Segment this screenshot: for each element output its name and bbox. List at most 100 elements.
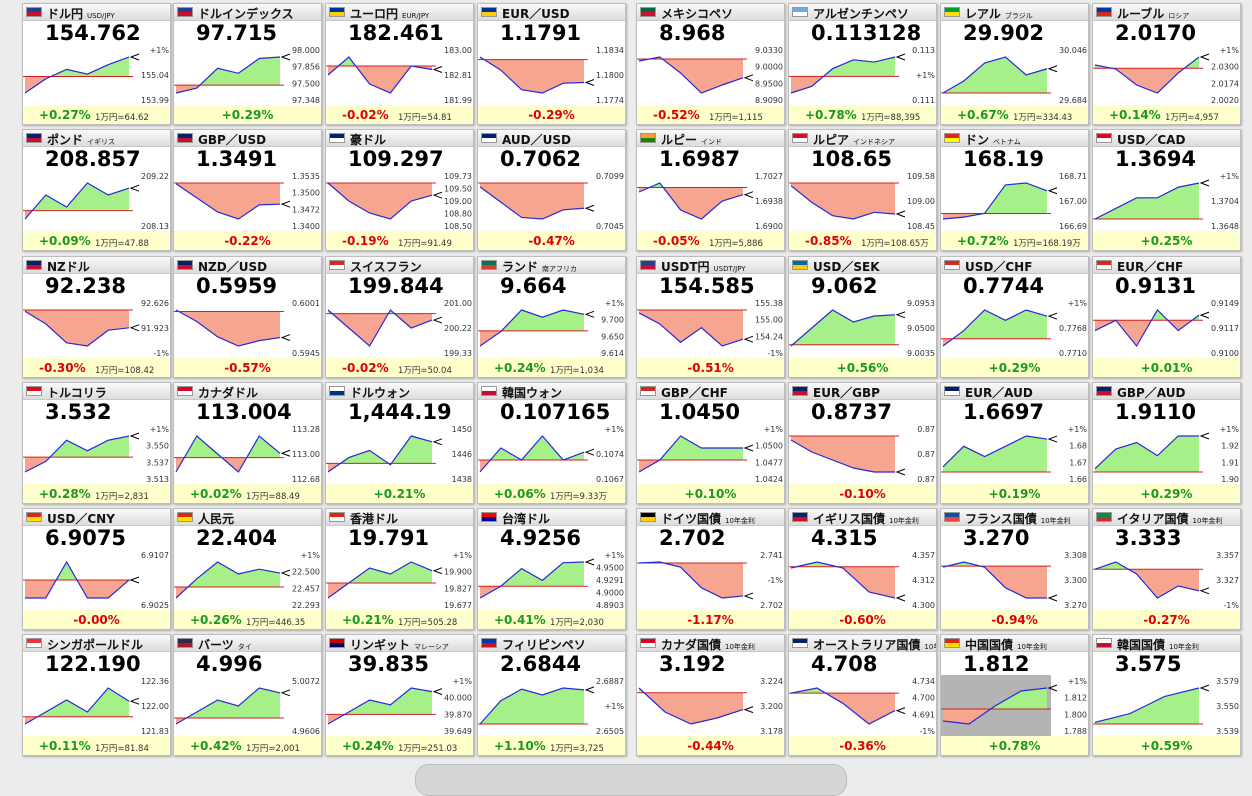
quote-tile[interactable]: フィリピンペソ 2.6844 2.6887 +1% 2.6505 +1.10% 1万円=3,… xyxy=(477,634,626,756)
last-marker xyxy=(584,448,595,456)
axis-label: 4.734 xyxy=(912,677,935,686)
price-line xyxy=(25,560,130,599)
change: -0.22% xyxy=(224,234,271,248)
quote-tile[interactable]: カナダドル 113.004 113.28 113.00 112.68 +0.02% 1万円=… xyxy=(173,382,322,504)
quote-tile[interactable]: GBP／USD 1.3491 1.3535 1.3500 1.3472 1.3400 -0.… xyxy=(173,129,322,251)
quote-tile[interactable]: ユーロ円 EUR/JPY 182.461 183.00 182.81 181.99 -0.0… xyxy=(325,3,474,125)
axis-label: 1.800 xyxy=(1064,710,1087,719)
sparkline: +1% 40.000 39.870 39.649 xyxy=(326,677,472,736)
price-line xyxy=(942,561,1047,599)
footer xyxy=(789,484,936,503)
last-marker xyxy=(432,688,443,696)
quote-tile[interactable]: イギリス国債 10年金利 4.315 4.357 4.312 4.300 -0.60% xyxy=(788,508,937,630)
quote-tile[interactable]: メキシコペソ 8.968 9.0330 9.0000 8.9500 8.9090 -0.52… xyxy=(636,3,785,125)
quote-tile[interactable]: EUR／USD 1.1791 1.1834 1.1800 1.1774 -0.29% xyxy=(477,3,626,125)
quote-tile[interactable]: ドルウォン 1,444.19 1450 1446 1438 +0.21% xyxy=(325,382,474,504)
footer xyxy=(478,484,625,503)
quote-tile[interactable]: ポンド イギリス 208.857 209.22 208.13 +0.09% 1万円=47.8… xyxy=(22,129,171,251)
quote-tile[interactable]: トルコリラ 3.532 +1% 3.550 3.537 3.513 +0.28% 1万円=2,… xyxy=(22,382,171,504)
footer xyxy=(326,610,473,629)
quote-tile[interactable]: EUR／AUD 1.6697 +1% 1.68 1.67 1.66 +0.19% xyxy=(940,382,1089,504)
sparkline: 168.71 167.00 166.69 xyxy=(941,172,1087,231)
tile-header: スイスフラン xyxy=(326,257,473,274)
price-line xyxy=(24,182,130,220)
quote-tile[interactable]: フランス国債 10年金利 3.270 3.308 3.300 3.270 -0.94% xyxy=(940,508,1089,630)
footer xyxy=(478,358,625,377)
title-text: スイスフラン xyxy=(350,260,422,274)
quote-tile[interactable]: イタリア国債 10年金利 3.333 3.357 3.327 -1% -0.27% xyxy=(1092,508,1241,630)
last-marker xyxy=(1047,594,1058,602)
axis-label: 0.7099 xyxy=(596,172,624,181)
subtitle: 10年金利 xyxy=(725,517,755,525)
quote-tile[interactable]: シンガポールドル 122.190 122.36 122.00 121.83 +0.11% 1… xyxy=(22,634,171,756)
quote-tile[interactable]: 韓国国債 10年金利 3.575 3.579 3.550 3.539 +0.59% xyxy=(1092,634,1241,756)
axis-label: 4.691 xyxy=(912,710,935,719)
price-line xyxy=(1094,561,1200,599)
axis-label: 2.702 xyxy=(760,601,783,610)
quote-tile[interactable]: GBP／CHF 1.0450 +1% 1.0500 1.0477 1.0424 +0.10% xyxy=(636,382,785,504)
area-down xyxy=(639,59,743,93)
area-down xyxy=(328,714,432,724)
price-line xyxy=(638,435,743,473)
change: +0.21% xyxy=(342,613,394,627)
quote-tile[interactable]: 中国国債 10年金利 1.812 +1% 1.812 1.800 1.788 +0.78% xyxy=(940,634,1089,756)
price-line xyxy=(175,561,281,599)
quote-tile[interactable]: EUR／GBP 0.8737 0.87 0.87 0.87 -0.10% xyxy=(788,382,937,504)
quote-tile[interactable]: USD／CAD 1.3694 +1% 1.3704 1.3648 +0.25% xyxy=(1092,129,1241,251)
quote-tile[interactable]: ドン ベトナム 168.19 168.71 167.00 166.69 +0.72% 1万円=… xyxy=(940,129,1089,251)
quote-tile[interactable]: USDT円 USDT/JPY 154.585 155.38 155.00 154.24 -1… xyxy=(636,256,785,378)
quote-tile[interactable]: ドルインデックス 97.715 98.000 97.856 97.500 97.348 +0… xyxy=(173,3,322,125)
quote-tile[interactable]: スイスフラン 199.844 201.00 200.22 199.33 -0.02% 1万円… xyxy=(325,256,474,378)
quote-tile[interactable]: EUR／CHF 0.9131 0.9149 0.9117 0.9100 +0.01% xyxy=(1092,256,1241,378)
flag xyxy=(26,386,42,396)
quote-tile[interactable]: 台湾ドル 4.9256 +1% 4.9500 4.9291 4.9000 4.8903 +0.… xyxy=(477,508,626,630)
quote-tile[interactable]: 韓国ウォン 0.107165 +1% 0.1074 0.1067 +0.06% 1万円=9.… xyxy=(477,382,626,504)
axis-label: -1% xyxy=(1223,601,1239,610)
quote-tile[interactable]: オーストラリア国債10年金利4.7084.7344.7004.691-1%-0.… xyxy=(788,634,937,756)
sparkline: 9.0953 9.0500 9.0035 xyxy=(789,299,935,358)
quote-tile[interactable]: アルゼンチンペソ 0.113128 0.113 +1% 0.111 +0.78% 1万円=8… xyxy=(788,3,937,125)
price: 9.062 xyxy=(811,274,878,298)
quote-tile[interactable]: 人民元 22.404 +1% 22.500 22.457 22.293 +0.26% 1万円=… xyxy=(173,508,322,630)
axis-label: 0.9117 xyxy=(1211,324,1239,333)
change: +0.42% xyxy=(190,739,242,753)
quote-tile[interactable]: NZドル 92.238 92.626 91.923 -1% -0.30% 1万円=108.4… xyxy=(22,256,171,378)
tile-title: 人民元 xyxy=(198,510,234,527)
quote-tile[interactable]: ドル円 USD/JPY 154.762 +1% 155.04 153.99 +0.27% 1万… xyxy=(22,3,171,125)
tile-header: 香港ドル xyxy=(326,509,473,526)
quote-tile[interactable]: レアル ブラジル 29.902 30.046 29.684 +0.67% 1万円=334.4… xyxy=(940,3,1089,125)
quote-tile[interactable]: ランド 南アフリカ 9.664 +1% 9.700 9.650 9.614 +0.24% 1万円… xyxy=(477,256,626,378)
flag xyxy=(640,7,656,17)
quote-tile[interactable]: ドイツ国債 10年金利 2.702 2.741 -1% 2.702 -1.17% xyxy=(636,508,785,630)
quote-tile[interactable]: USD／CNY 6.9075 6.9107 6.9025 -0.00% xyxy=(22,508,171,630)
axis-label: 2.0020 xyxy=(1211,96,1239,105)
quote-tile[interactable]: USD／SEK 9.062 9.0953 9.0500 9.0035 +0.56% xyxy=(788,256,937,378)
quote-tile[interactable]: 香港ドル 19.791 +1% 19.900 19.827 19.677 +0.21% 1万円… xyxy=(325,508,474,630)
yen-rate: 1万円=251.03 xyxy=(398,744,458,754)
quote-tile[interactable]: AUD／USD 0.7062 0.7099 0.7045 -0.47% xyxy=(477,129,626,251)
axis-label: 1.3648 xyxy=(1211,222,1239,231)
quote-tile[interactable]: リンギット マレーシア 39.835 +1% 40.000 39.870 39.649 +0.… xyxy=(325,634,474,756)
area-down xyxy=(25,310,129,346)
footer xyxy=(637,358,784,377)
sparkline: 1450 1446 1438 xyxy=(326,425,472,484)
last-marker xyxy=(584,79,595,86)
quote-tile[interactable]: NZD／USD 0.5959 0.6001 0.5945 -0.57% xyxy=(173,256,322,378)
flag xyxy=(26,7,42,17)
change: -0.85% xyxy=(805,234,852,248)
axis-label: 166.69 xyxy=(1059,222,1087,231)
quote-tile[interactable]: バーツ タイ 4.996 5.0072 4.9606 +0.42% 1万円=2,001 xyxy=(173,634,322,756)
price: 4.9256 xyxy=(500,526,582,550)
quote-tile[interactable]: 豪ドル 109.297 109.73 109.50 109.00 108.80 108.50… xyxy=(325,129,474,251)
price: 0.113128 xyxy=(811,21,922,45)
quote-tile[interactable]: ルピア インドネシア 108.65 109.58 109.00 108.45 -0.85% 1… xyxy=(788,129,937,251)
title-text: GBP／CHF xyxy=(661,386,728,400)
footer xyxy=(637,484,784,503)
quote-tile[interactable]: カナダ国債 10年金利 3.192 3.224 3.200 3.178 -0.44% xyxy=(636,634,785,756)
quote-tile[interactable]: GBP／AUD 1.9110 +1% 1.92 1.91 1.90 +0.29% xyxy=(1092,382,1241,504)
sparkline: 3.308 3.300 3.270 xyxy=(941,551,1087,610)
quote-tile[interactable]: ルピー インド 1.6987 1.7027 1.6938 1.6900 -0.05% 1万円=… xyxy=(636,129,785,251)
quote-tile[interactable]: ルーブル ロシア 2.0170 +1% 2.0300 2.0174 2.0020 +0.14%… xyxy=(1092,3,1241,125)
quote-tile[interactable]: USD／CHF 0.7744 +1% 0.7768 0.7710 +0.29% xyxy=(940,256,1089,378)
tile-title: 台湾ドル xyxy=(502,510,550,527)
